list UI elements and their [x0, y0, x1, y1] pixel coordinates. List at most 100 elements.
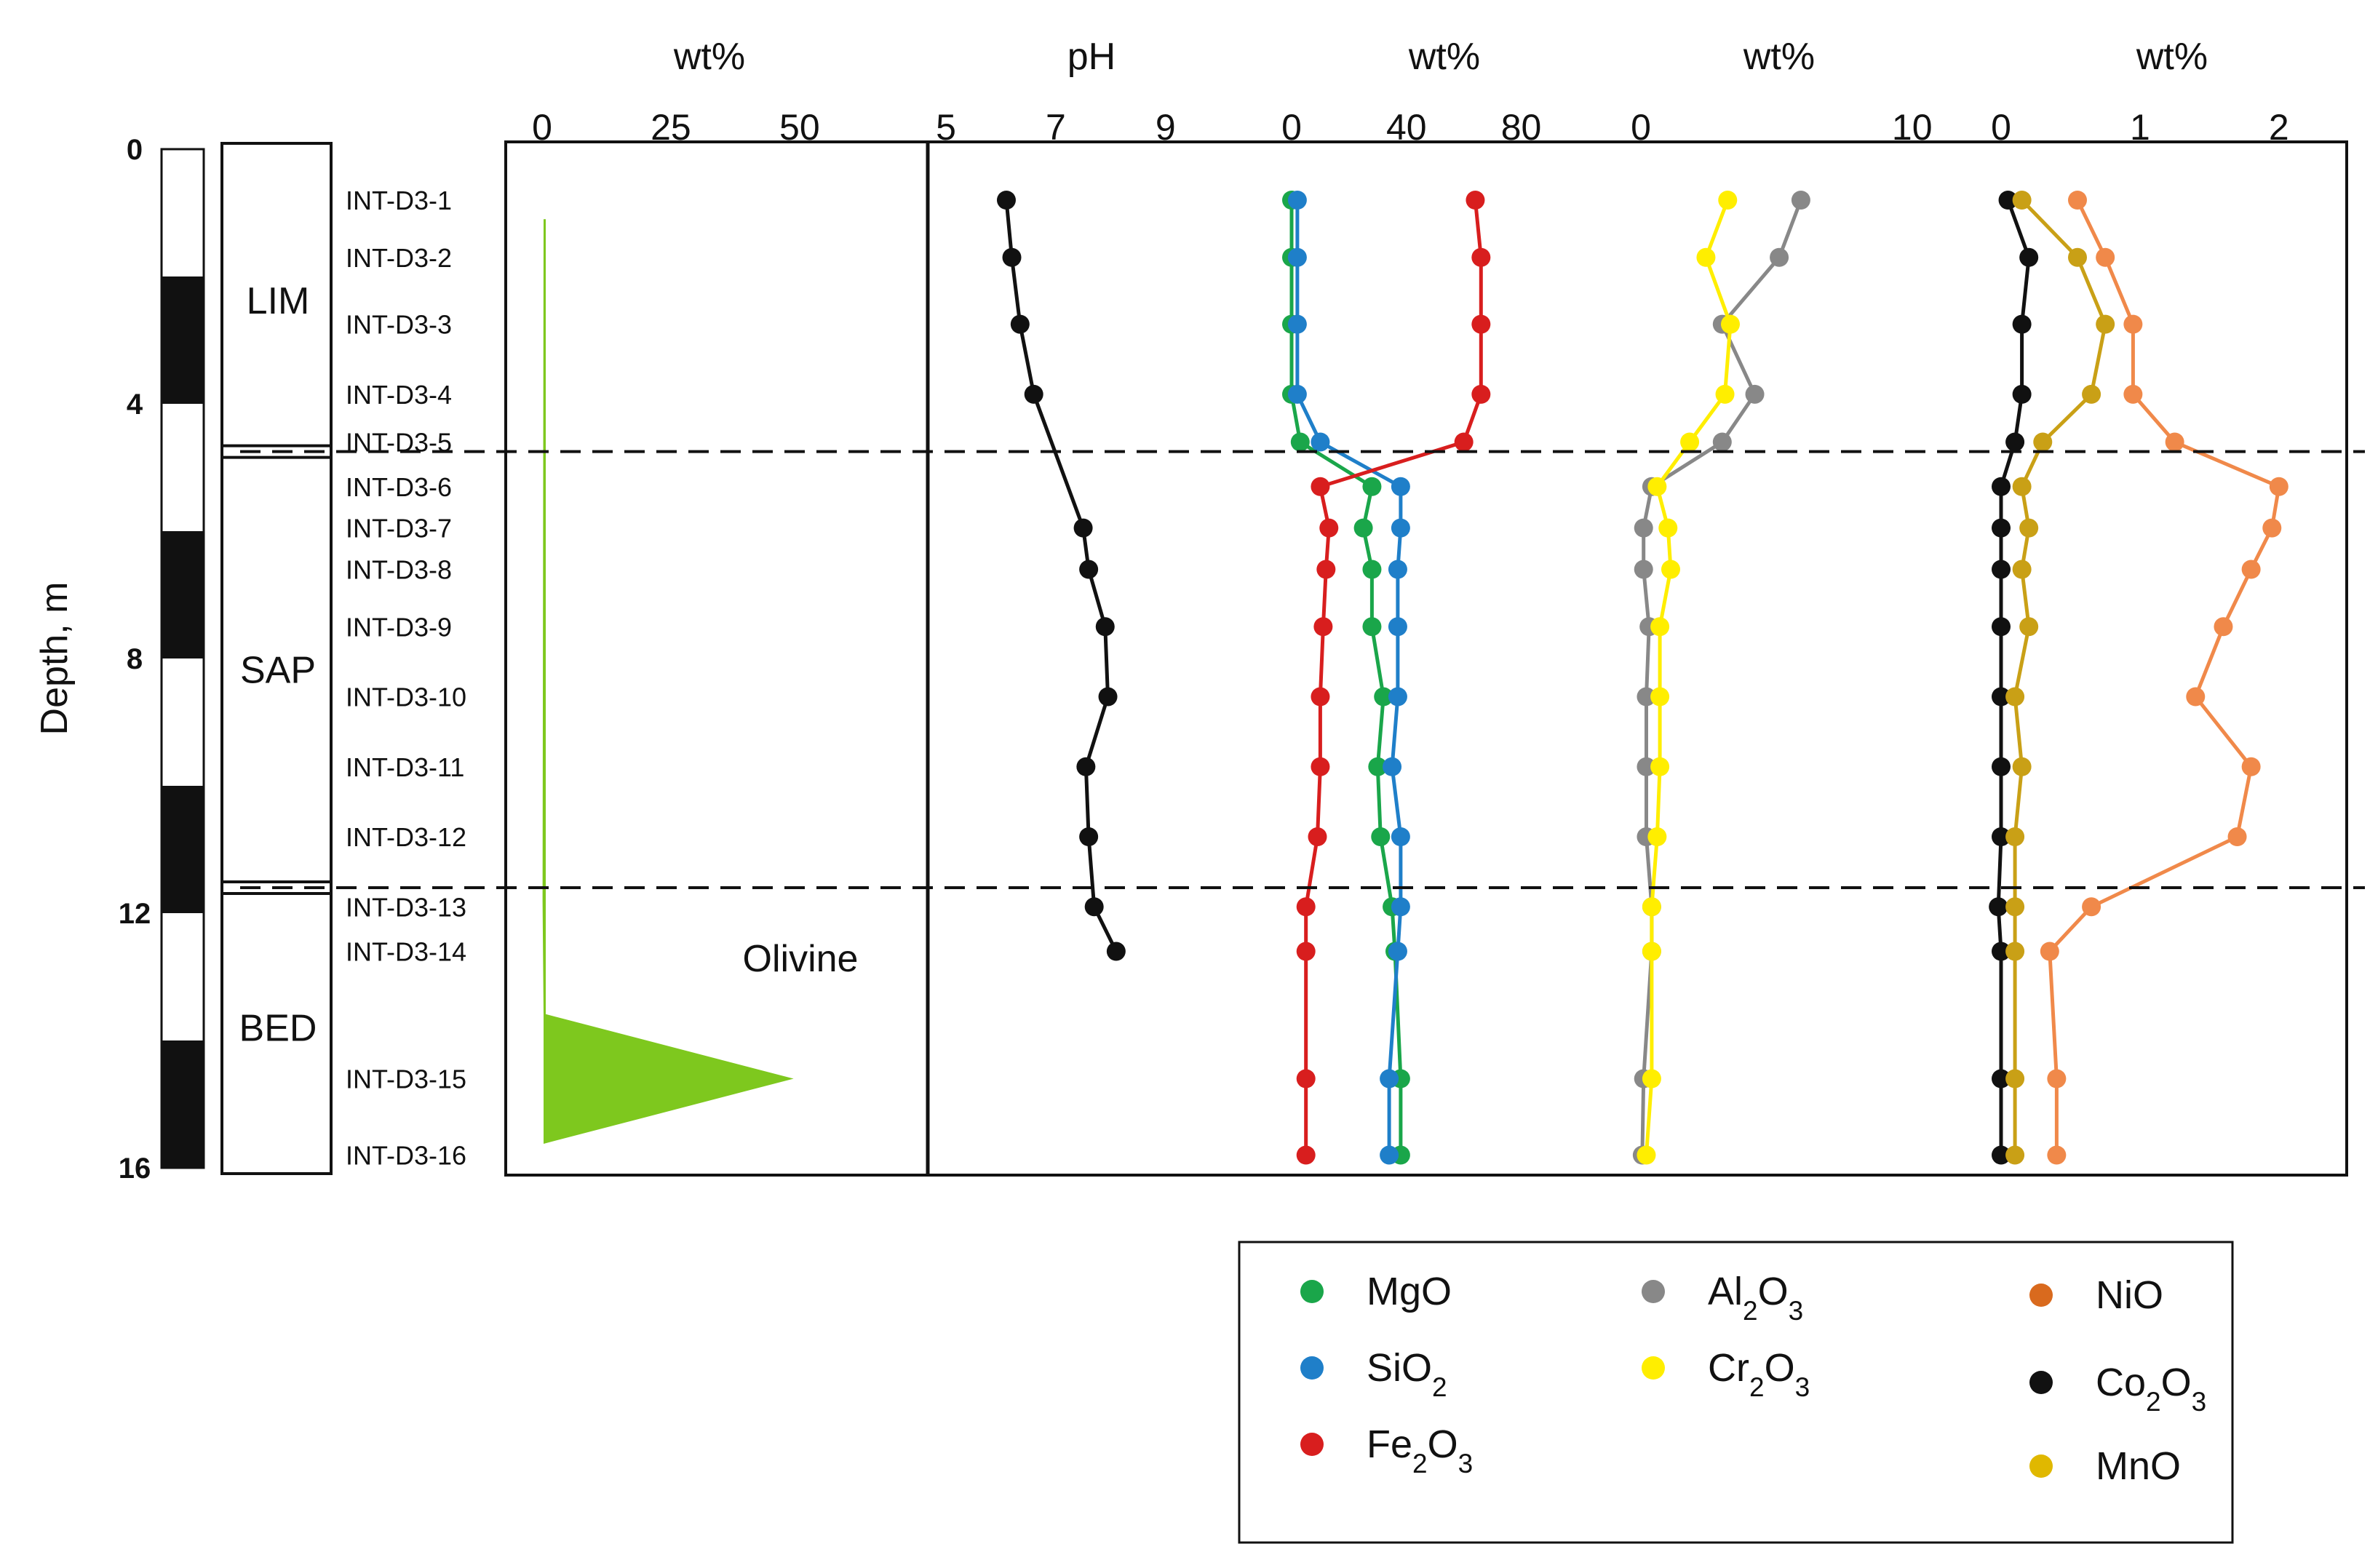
- data-point-nio: [2262, 518, 2282, 538]
- legend-label-cr2o3-sub: 3: [1795, 1372, 1810, 1402]
- data-point-co2o3: [1992, 617, 2011, 637]
- x-axis-unit: wt%: [673, 36, 745, 78]
- legend-marker-sio2: [1300, 1356, 1324, 1380]
- series-line-mno: [2013, 199, 2107, 1155]
- data-point-mno: [2005, 1145, 2025, 1165]
- data-point-mno: [2068, 247, 2087, 267]
- legend-marker-mgo: [1300, 1280, 1324, 1303]
- legend-label-co2o3-sub: 2: [2146, 1387, 2161, 1417]
- data-point-ph: [1024, 384, 1043, 404]
- sample-label: INT-D3-8: [346, 555, 452, 585]
- zone-box-sap: [220, 444, 333, 895]
- sample-label: INT-D3-10: [346, 682, 466, 712]
- column-black-band: [162, 531, 204, 658]
- zone-boundaries: [240, 450, 2365, 889]
- data-point-al2o3: [1637, 687, 1656, 707]
- zone-label-lim: LIM: [247, 280, 310, 322]
- legend-label-sio2: SiO2: [1367, 1346, 1447, 1402]
- data-point-sio2: [1383, 757, 1402, 776]
- data-point-sio2: [1287, 247, 1307, 267]
- zone-box-bed: [220, 880, 333, 1175]
- legend-marker-co2o3: [2029, 1371, 2053, 1394]
- data-point-mno: [2012, 191, 2032, 210]
- data-point-co2o3: [2012, 314, 2032, 334]
- data-point-nio: [2123, 314, 2143, 334]
- legend-label-cr2o3: Cr2O3: [1708, 1346, 1810, 1402]
- x-axis-unit: wt%: [1743, 36, 1815, 78]
- column-black-band: [162, 276, 204, 404]
- data-point-mgo: [1362, 477, 1382, 496]
- series-line-nio: [2048, 199, 2281, 1155]
- x-tick-label: 80: [1501, 107, 1542, 148]
- data-point-ph: [1079, 827, 1099, 846]
- data-point-mno: [2012, 560, 2032, 579]
- data-point-sio2: [1287, 191, 1307, 210]
- x-axis-unit: pH: [1067, 36, 1116, 78]
- sample-label: INT-D3-4: [346, 380, 452, 410]
- depth-axis-title: Depth, m: [33, 582, 76, 736]
- x-tick-label: 10: [1892, 107, 1933, 148]
- data-point-co2o3: [2012, 384, 2032, 404]
- data-point-sio2: [1391, 518, 1410, 538]
- legend-label-co2o3: Co2O3: [2096, 1361, 2206, 1417]
- data-point-ph: [1106, 942, 1126, 961]
- lithology-column: [160, 148, 205, 1169]
- data-point-cr2o3: [1647, 477, 1667, 496]
- data-point-fe2o3: [1319, 518, 1339, 538]
- data-point-mgo: [1371, 827, 1391, 846]
- data-point-nio: [2068, 191, 2087, 210]
- data-point-sio2: [1388, 687, 1407, 707]
- data-point-ph: [1073, 518, 1093, 538]
- sample-label: INT-D3-15: [346, 1064, 466, 1094]
- data-point-mgo: [1290, 432, 1310, 452]
- data-point-cr2o3: [1642, 942, 1661, 961]
- legend-label-mgo: MgO: [1367, 1270, 1452, 1313]
- depth-tick-label: 8: [127, 643, 143, 675]
- x-tick-label: 7: [1046, 107, 1066, 148]
- data-point-sio2: [1380, 1069, 1399, 1089]
- plot-frame: [504, 140, 2348, 1177]
- data-point-sio2: [1391, 827, 1410, 846]
- data-point-nio: [2269, 477, 2288, 496]
- x-tick-label: 40: [1386, 107, 1427, 148]
- data-point-fe2o3: [1311, 757, 1330, 776]
- data-point-fe2o3: [1313, 617, 1333, 637]
- data-point-fe2o3: [1296, 1145, 1316, 1165]
- x-axis-unit: wt%: [1408, 36, 1480, 78]
- annotation-text: Olivine: [743, 938, 859, 980]
- sample-label: INT-D3-16: [346, 1141, 466, 1171]
- legend-label-fe2o3: Fe2O3: [1367, 1422, 1473, 1479]
- data-point-mno: [2082, 384, 2101, 404]
- legend-label-co2o3-part: O: [2161, 1361, 2192, 1404]
- data-point-al2o3: [1634, 518, 1653, 538]
- data-point-fe2o3: [1466, 191, 1485, 210]
- data-point-cr2o3: [1642, 897, 1661, 917]
- series-line-co2o3: [1996, 199, 2031, 1155]
- data-point-mno: [2012, 477, 2032, 496]
- zone-box-lim: [220, 142, 333, 459]
- data-point-nio: [2227, 827, 2247, 846]
- data-point-co2o3: [1992, 560, 2011, 579]
- data-point-sio2: [1311, 432, 1330, 452]
- data-point-mno: [2005, 1069, 2025, 1089]
- data-point-fe2o3: [1296, 897, 1316, 917]
- data-point-cr2o3: [1680, 432, 1700, 452]
- data-point-nio: [2082, 897, 2101, 917]
- data-point-nio: [2214, 617, 2233, 637]
- legend-label-cr2o3-part: O: [1765, 1346, 1795, 1390]
- legend-label-al2o3-part: Al: [1708, 1270, 1743, 1313]
- legend-label-al2o3-sub: 2: [1743, 1296, 1758, 1326]
- sample-label: INT-D3-14: [346, 937, 466, 967]
- data-point-cr2o3: [1718, 191, 1738, 210]
- zone-label-bed: BED: [239, 1008, 317, 1050]
- legend-label-sio2-sub: 2: [1432, 1372, 1447, 1402]
- series-line-al2o3: [1640, 199, 1803, 1155]
- data-point-ph: [1098, 687, 1118, 707]
- data-point-ph: [1084, 897, 1104, 917]
- x-tick-label: 25: [651, 107, 691, 148]
- x-tick-label: 2: [2269, 107, 2289, 148]
- series-line-cr2o3: [1645, 199, 1733, 1155]
- data-point-fe2o3: [1471, 247, 1491, 267]
- series-line-fe2o3: [1304, 199, 1483, 1155]
- data-point-sio2: [1388, 617, 1407, 637]
